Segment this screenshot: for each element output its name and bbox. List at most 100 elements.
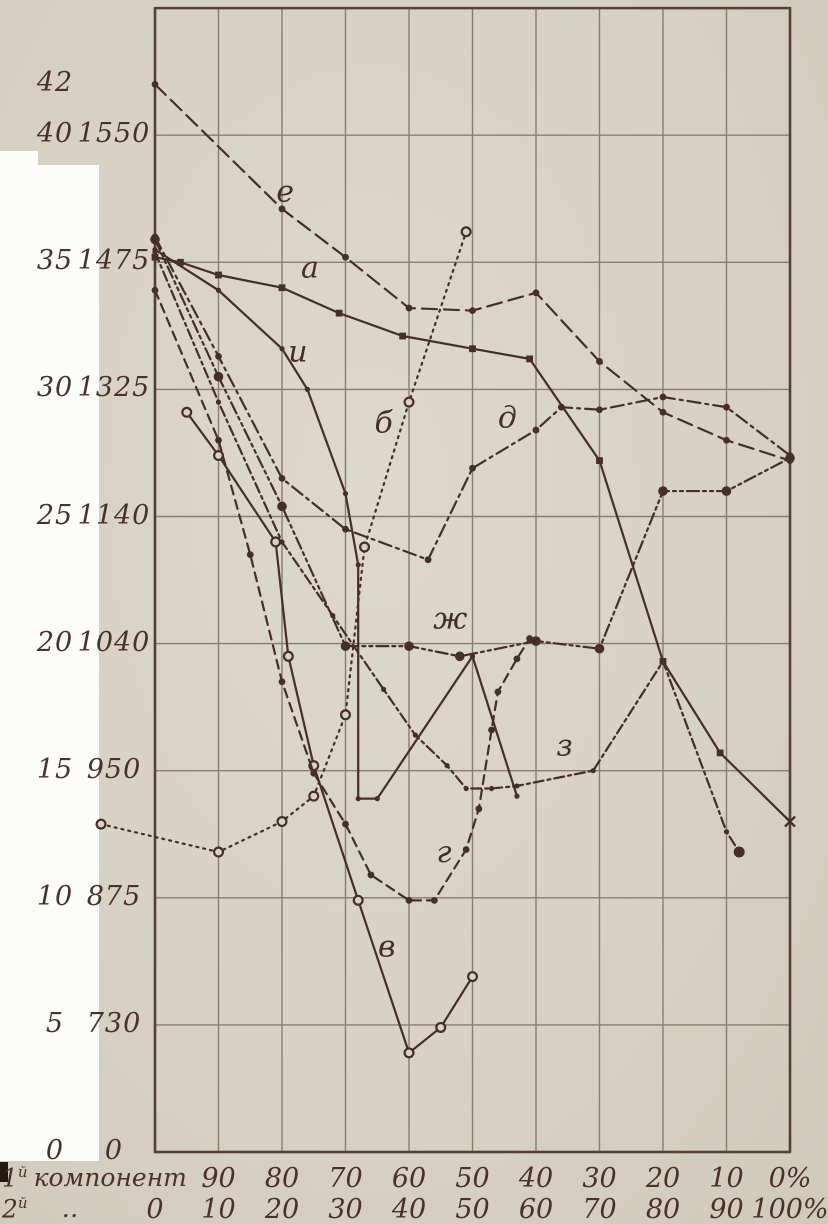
series-в-marker xyxy=(213,449,225,461)
series-з-marker xyxy=(660,658,666,664)
x-axis-row2-tick: 60 xyxy=(518,1194,554,1224)
x-axis-row2-tick: 40 xyxy=(391,1194,427,1224)
series-е-marker xyxy=(278,205,286,213)
series-б-marker xyxy=(308,790,320,802)
series-в-marker xyxy=(403,1047,415,1059)
series-г-marker xyxy=(488,726,495,734)
series-з-marker xyxy=(444,763,450,769)
series-д-line xyxy=(153,235,792,562)
series-и-marker xyxy=(374,796,380,802)
series-д-marker xyxy=(469,464,476,472)
y-axis-col1-tick: 0 xyxy=(45,1134,65,1166)
series-б-line xyxy=(99,230,468,854)
series-г-marker xyxy=(215,436,222,444)
y-axis-col2-tick: 1475 xyxy=(77,245,151,277)
series-г-marker xyxy=(342,820,349,828)
series-и-marker xyxy=(355,796,361,802)
y-axis-col1-tick: 40 xyxy=(36,118,74,150)
series-б-marker xyxy=(403,396,415,408)
series-ж-marker xyxy=(594,643,605,654)
x-axis-row1-tick: 10 xyxy=(709,1163,744,1194)
x-axis-row2-tick: 10 xyxy=(201,1194,236,1224)
series-в-marker xyxy=(270,536,282,548)
series-ж-marker xyxy=(785,453,795,463)
series-в-marker xyxy=(352,894,364,906)
series-а-marker xyxy=(469,345,476,353)
series-а-marker xyxy=(716,749,724,757)
series-и-marker xyxy=(469,653,476,659)
series-е-marker xyxy=(405,304,413,312)
series-а-marker xyxy=(215,271,222,279)
plot-border xyxy=(153,6,792,1154)
series-в-marker xyxy=(181,406,193,418)
y-axis-col1-tick: 5 xyxy=(45,1007,65,1039)
series-б-marker xyxy=(340,709,352,721)
series-е-marker xyxy=(723,436,730,444)
series-ж-marker xyxy=(213,371,224,382)
series-г-line xyxy=(153,289,531,902)
series-г-marker xyxy=(431,896,438,904)
series-а-marker xyxy=(399,332,407,340)
scan-white-margin-wide xyxy=(0,165,99,1161)
row1-sup: й xyxy=(17,1163,28,1181)
series-и-marker xyxy=(215,287,222,293)
x-axis-row1-tick: 0% xyxy=(768,1163,812,1194)
series-з-marker xyxy=(488,785,495,792)
series-ж-marker xyxy=(658,486,668,496)
series-з-marker xyxy=(279,539,285,545)
series-з-marker xyxy=(590,768,596,774)
y-axis-col2-tick: 730 xyxy=(86,1007,142,1039)
series-и-marker xyxy=(279,346,285,352)
series-г-marker xyxy=(405,896,413,904)
series-е-marker xyxy=(532,289,540,297)
series-з-label: з xyxy=(556,728,572,763)
series-ж-marker xyxy=(404,641,414,651)
y-axis-col1-tick: 30 xyxy=(36,372,74,404)
series-и-line xyxy=(153,248,519,800)
series-в-line xyxy=(185,411,474,1055)
series-д-marker xyxy=(215,352,222,360)
series-в-marker xyxy=(282,650,294,662)
x-axis-row1-title: 1й компонент xyxy=(2,1163,187,1192)
x-axis-row2-tick: 30 xyxy=(328,1194,363,1224)
y-axis-col1-tick: 10 xyxy=(36,880,74,912)
y-axis-col2-tick: 1325 xyxy=(77,372,151,404)
series-ж-marker xyxy=(721,486,732,496)
y-axis-col1-tick: 42 xyxy=(36,67,74,99)
series-е-label: е xyxy=(276,174,294,209)
x-axis-row2-tick: 90 xyxy=(709,1194,744,1224)
series-д-marker xyxy=(278,474,286,482)
series-и-marker xyxy=(342,491,349,497)
x-axis-row2-tick: 80 xyxy=(645,1194,681,1224)
x-axis-row2-tick: 70 xyxy=(582,1194,617,1224)
series-а-marker xyxy=(278,284,286,292)
x-axis-row2-tick: 50 xyxy=(455,1194,490,1224)
series-ж-marker xyxy=(455,651,465,662)
series-д-marker xyxy=(723,403,730,411)
series-г-marker xyxy=(462,846,470,853)
series-д-marker xyxy=(424,556,432,564)
series-а-marker xyxy=(335,309,343,317)
x-axis-row1-tick: 30 xyxy=(582,1163,617,1194)
series-а-marker xyxy=(151,253,159,261)
y-axis-col2-tick: 1140 xyxy=(77,499,151,531)
series-в-marker xyxy=(435,1021,447,1033)
series-а-marker xyxy=(784,815,796,828)
series-г-marker xyxy=(246,551,254,559)
series-д-marker xyxy=(659,393,667,401)
series-д-label: д xyxy=(498,401,517,436)
series-б-label: б xyxy=(374,406,393,441)
x-axis-row1-tick: 20 xyxy=(645,1163,681,1194)
series-з-marker xyxy=(381,686,387,692)
row2-num: 2 xyxy=(2,1194,18,1224)
series-б-marker xyxy=(95,818,107,830)
series-г-marker xyxy=(310,769,318,777)
series-д-marker xyxy=(596,406,603,414)
series-д-marker xyxy=(558,403,565,411)
series-ж-label: ж xyxy=(433,601,467,636)
series-е-marker xyxy=(659,408,667,416)
series-а-marker xyxy=(177,258,184,266)
series-б-marker xyxy=(359,541,371,553)
series-ж-marker xyxy=(277,501,287,512)
row2-word: ‥ xyxy=(61,1194,79,1224)
